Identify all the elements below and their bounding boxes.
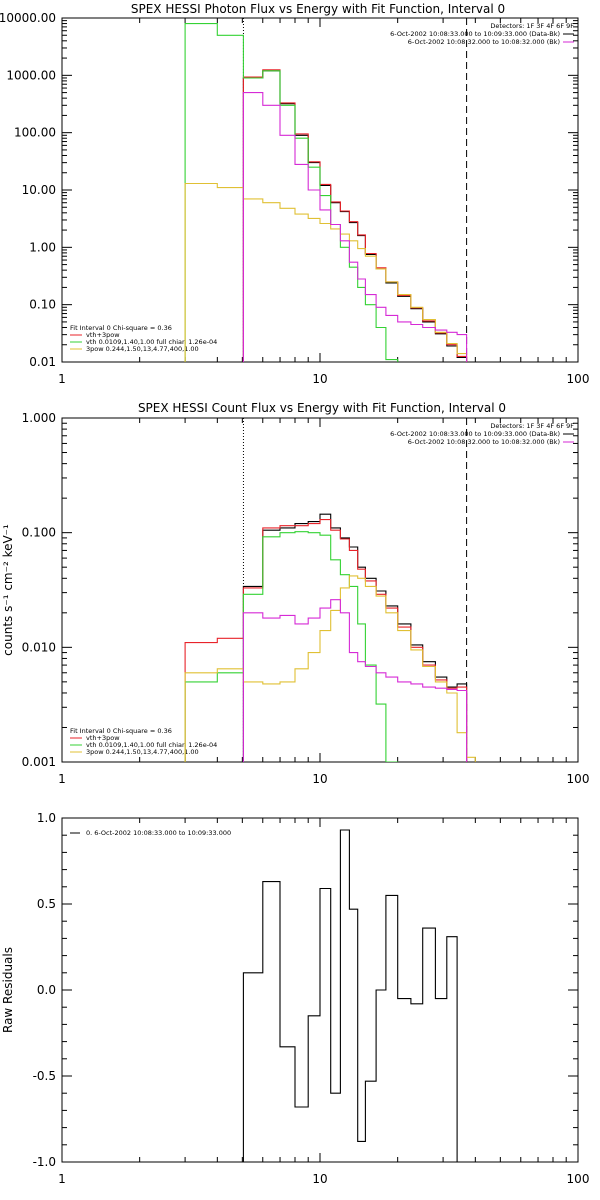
y-tick-label: 10.00 (22, 183, 56, 197)
y-tick-label: 1.0 (37, 811, 56, 825)
legend-entry-0: vth+3pow (86, 734, 120, 742)
y-tick-label: 0.010 (22, 640, 56, 654)
residuals-legend: 0. 6-Oct-2002 10:08:33.000 to 10:09:33.0… (70, 829, 231, 837)
info-line: 6-Oct-2002 10:08:33.000 to 10:09:33.000 … (390, 30, 560, 38)
count-flux-series-1 (184, 519, 468, 762)
legend-entry-1: vth 0.0109,1.40,1.00 full chian 1.26e-04 (86, 338, 217, 346)
count-flux-plot-frame (61, 417, 579, 763)
count-flux-ylabel: counts s⁻¹ cm⁻² keV⁻¹ (1, 524, 15, 656)
residuals-ylabel: Raw Residuals (1, 947, 15, 1033)
count-flux-panel: SPEX HESSI Count Flux vs Energy with Fit… (1, 401, 589, 786)
y-tick-label: -0.5 (33, 1069, 56, 1083)
y-tick-label: 0.0 (37, 983, 56, 997)
y-tick-label: 1.000 (22, 411, 56, 425)
count-flux-series-2 (184, 531, 399, 762)
y-tick-label: 0.01 (29, 355, 56, 369)
count-flux-series-3 (184, 575, 476, 762)
photon-flux-legend: Fit Interval 0 Chi-square = 0.36 vth+3po… (70, 324, 217, 353)
x-tick-label: 1 (58, 372, 66, 386)
info-line: Detectors: 1F 3F 4F 6F 9F (490, 422, 574, 430)
y-tick-label: 0.001 (22, 755, 56, 769)
residuals-panel: Raw Residuals 0. 6-Oct-2002 10:08:33.000… (1, 811, 589, 1186)
count-flux-info: Detectors: 1F 3F 4F 6F 9F 6-Oct-2002 10:… (390, 422, 574, 446)
photon-flux-series-2 (184, 23, 399, 362)
info-line: Detectors: 1F 3F 4F 6F 9F (490, 22, 574, 30)
photon-flux-panel: SPEX HESSI Photon Flux vs Energy with Fi… (0, 2, 589, 386)
y-tick-label: 0.100 (22, 526, 56, 540)
photon-flux-title: SPEX HESSI Photon Flux vs Energy with Fi… (131, 2, 505, 16)
legend-title: Fit Interval 0 Chi-square = 0.36 (70, 324, 172, 332)
legend-entry-0: vth+3pow (86, 331, 120, 339)
photon-flux-info: Detectors: 1F 3F 4F 6F 9F 6-Oct-2002 10:… (390, 22, 574, 46)
x-tick-label: 1 (58, 772, 66, 786)
y-tick-label: 0.5 (37, 897, 56, 911)
x-tick-label: 10 (312, 772, 327, 786)
legend-title: Fit Interval 0 Chi-square = 0.36 (70, 727, 172, 735)
info-line: 6-Oct-2002 10:08:32.000 to 10:08:32.000 … (408, 38, 560, 46)
y-tick-label: 100.00 (14, 126, 56, 140)
legend-entry-2: 3pow 0.244,1.50,13,4.77,400,1.00 (86, 345, 199, 353)
y-tick-label: 0.10 (29, 298, 56, 312)
x-tick-label: 1 (58, 1172, 66, 1186)
y-tick-label: -1.0 (33, 1155, 56, 1169)
y-tick-label: 10000.00 (0, 11, 56, 25)
count-flux-series-4 (242, 599, 468, 762)
legend-entry-0: 0. 6-Oct-2002 10:08:33.000 to 10:09:33.0… (86, 829, 231, 837)
photon-flux-series-4 (242, 92, 468, 362)
y-tick-label: 1000.00 (6, 68, 56, 82)
count-flux-title: SPEX HESSI Count Flux vs Energy with Fit… (138, 401, 506, 415)
legend-entry-2: 3pow 0.244,1.50,13,4.77,400,1.00 (86, 748, 199, 756)
x-tick-label: 100 (567, 1172, 590, 1186)
x-tick-label: 10 (312, 1172, 327, 1186)
count-flux-series-0 (242, 513, 468, 762)
photon-flux-series-3 (184, 182, 468, 362)
x-tick-label: 100 (567, 372, 590, 386)
x-tick-label: 10 (312, 372, 327, 386)
info-line: 6-Oct-2002 10:08:32.000 to 10:08:32.000 … (408, 438, 560, 446)
legend-entry-1: vth 0.0109,1.40,1.00 full chian 1.26e-04 (86, 741, 217, 749)
y-tick-label: 1.00 (29, 240, 56, 254)
x-tick-label: 100 (567, 772, 590, 786)
residuals-series-0 (242, 829, 458, 1162)
info-line: 6-Oct-2002 10:08:33.000 to 10:09:33.000 … (390, 430, 560, 438)
count-flux-legend: Fit Interval 0 Chi-square = 0.36 vth+3po… (70, 727, 217, 756)
